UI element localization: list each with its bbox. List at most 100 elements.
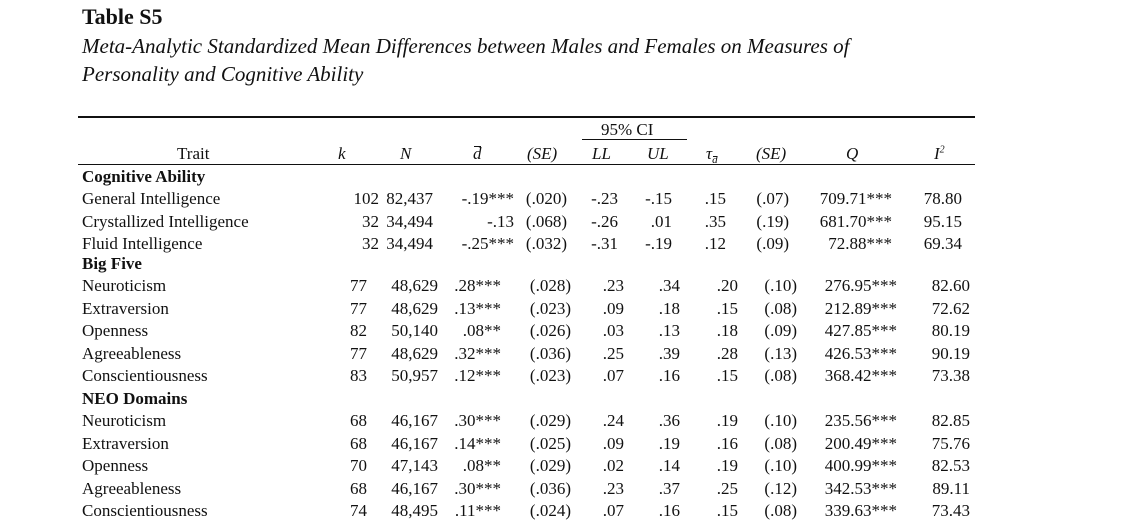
tau-cell: .15 [716,366,738,385]
q-cell: 709.71*** [819,189,892,208]
ll-cell: -.23 [591,189,618,208]
k-cell: 82 [350,321,367,340]
d-cell: -.13 [487,211,514,231]
header-d: d [473,145,482,162]
i2-cell: 82.60 [931,276,970,295]
n-cell: 46,167 [391,433,438,453]
tse-cell: (.08) [764,366,797,385]
ul-cell: .39 [658,343,680,363]
d-cell: .30*** [454,411,501,430]
tau-cell: .19 [716,456,738,475]
n-cell: 46,167 [391,478,438,498]
n-cell: 47,143 [391,456,438,475]
tau-cell: .28 [716,343,738,363]
se-cell: (.025) [529,433,571,453]
header-ul: UL [647,144,669,163]
ul-cell: .34 [658,276,680,295]
n-cell: 48,629 [391,298,438,318]
tse-cell: (.08) [764,501,797,520]
k-cell: 77 [350,298,367,318]
header-i2-sup: 2 [939,144,945,156]
i2-cell: 82.53 [931,456,970,475]
ul-cell: .37 [658,478,680,498]
ll-cell: -.31 [591,234,618,253]
se-cell: (.029) [529,456,571,475]
n-cell: 48,629 [391,276,438,295]
k-cell: 83 [350,366,367,385]
q-cell: 342.53*** [824,478,897,498]
se-cell: (.029) [529,411,571,430]
d-cell: .32*** [454,343,501,363]
header-tau-subscript: d [712,154,718,167]
ll-cell: .02 [602,456,624,475]
n-cell: 48,495 [391,501,438,520]
tau-cell: .25 [716,478,738,498]
i2-cell: 73.43 [931,501,970,520]
tau-cell: .15 [704,189,726,208]
q-cell: 427.85*** [824,321,897,340]
ll-cell: .03 [602,321,624,340]
tse-cell: (.19) [756,211,789,231]
tse-cell: (.07) [756,189,789,208]
n-cell: 46,167 [391,411,438,430]
header-d-text: d [473,144,482,163]
i2-cell: 80.19 [931,321,970,340]
section-heading: NEO Domains [82,389,188,408]
d-cell: .28*** [454,276,501,295]
k-cell: 77 [350,343,367,363]
tau-cell: .15 [716,298,738,318]
trait-cell: Fluid Intelligence [82,234,203,253]
k-cell: 74 [350,501,367,520]
header-trait: Trait [177,144,210,163]
d-cell: .30*** [454,478,501,498]
ll-cell: .07 [602,366,624,385]
tau-cell: .19 [716,411,738,430]
se-cell: (.023) [529,298,571,318]
ll-cell: .09 [602,433,624,453]
section-heading: Cognitive Ability [82,167,206,186]
header-se: (SE) [527,144,558,163]
se-cell: (.026) [529,321,571,340]
q-cell: 426.53*** [824,343,897,363]
table-caption-line-1: Meta-Analytic Standardized Mean Differen… [82,34,850,58]
se-cell: (.028) [529,276,571,295]
trait-cell: General Intelligence [82,189,221,208]
ul-cell: -.15 [645,189,672,208]
tse-cell: (.09) [756,234,789,253]
table-title: Table S5 [82,4,163,29]
k-cell: 32 [362,211,379,231]
i2-cell: 72.62 [931,298,970,318]
n-cell: 34,494 [386,234,433,253]
se-cell: (.068) [525,211,567,231]
header-rule [78,164,975,165]
tse-cell: (.10) [764,456,797,475]
trait-cell: Extraversion [82,433,169,453]
tau-cell: .35 [704,211,726,231]
tse-cell: (.10) [764,276,797,295]
tse-cell: (.10) [764,411,797,430]
n-cell: 82,437 [386,189,433,208]
ll-cell: .07 [602,501,624,520]
ul-cell: .36 [658,411,680,430]
se-cell: (.036) [529,478,571,498]
header-i2-base: I [934,144,940,163]
trait-cell: Extraversion [82,298,169,318]
top-rule [78,116,975,118]
n-cell: 48,629 [391,343,438,363]
ci-rule [582,139,687,140]
q-cell: 212.89*** [824,298,897,318]
header-tau-se: (SE) [756,144,787,163]
q-cell: 368.42*** [824,366,897,385]
i2-cell: 95.15 [923,211,962,231]
section-heading: Big Five [82,254,142,273]
trait-cell: Conscientiousness [82,501,208,520]
header-q: Q [846,144,859,163]
q-cell: 200.49*** [824,433,897,453]
k-cell: 70 [350,456,367,475]
i2-cell: 69.34 [923,234,962,253]
trait-cell: Neuroticism [82,411,167,430]
trait-cell: Openness [82,456,149,475]
trait-cell: Conscientiousness [82,366,208,385]
se-cell: (.023) [529,366,571,385]
trait-cell: Agreeableness [82,343,182,363]
